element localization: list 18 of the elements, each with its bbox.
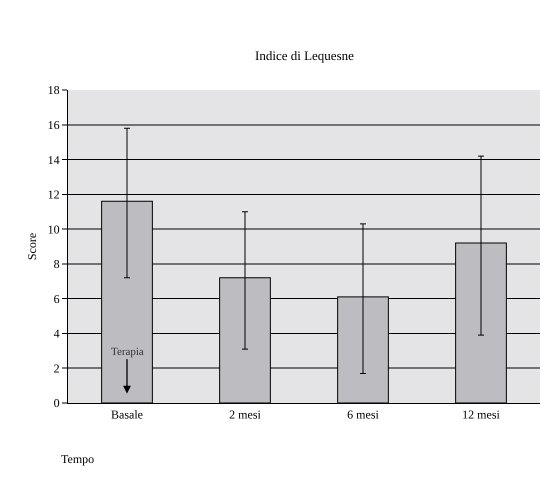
y-tick-label: 8 xyxy=(54,257,60,272)
y-tick-label: 10 xyxy=(48,222,60,236)
x-tick-label: Basale xyxy=(111,407,143,422)
y-axis-title: Score xyxy=(24,232,39,260)
y-tick-label: 0 xyxy=(54,396,60,410)
x-tick-label: 12 mesi xyxy=(462,407,500,422)
y-tick-label: 14 xyxy=(48,152,60,167)
x-tick-label: 6 mesi xyxy=(347,407,380,422)
chart-title: Indice di Lequesne xyxy=(255,48,354,63)
y-tick-label: 2 xyxy=(54,361,60,376)
y-tick-label: 12 xyxy=(48,188,60,202)
y-tick-label: 16 xyxy=(48,118,60,132)
y-tick-label: 6 xyxy=(54,292,60,306)
y-tick-label: 18 xyxy=(48,83,60,98)
x-axis-title: Tempo xyxy=(61,452,94,466)
y-tick-label: 4 xyxy=(54,326,60,341)
x-tick-label: 2 mesi xyxy=(229,407,262,422)
annotation: Terapia xyxy=(111,346,144,358)
